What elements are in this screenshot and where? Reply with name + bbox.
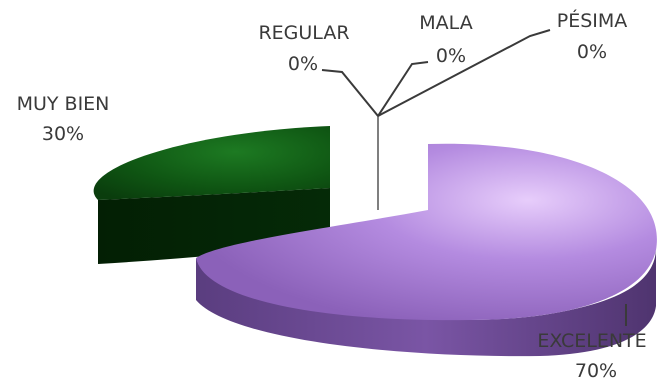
label-regular-category: REGULAR [258, 22, 349, 44]
label-muy-bien-percent: 30% [42, 123, 84, 145]
slice-excelente [196, 143, 657, 357]
label-excelente-percent: 70% [575, 360, 617, 382]
label-muy-bien-category: MUY BIEN [17, 93, 110, 115]
leader-line-mala [377, 61, 429, 117]
label-pesima-percent: 0% [577, 41, 607, 63]
slice-excelente-side [196, 250, 656, 357]
labels: REGULAR 0% MALA 0% PÉSIMA 0% MUY BIEN 30… [17, 9, 647, 382]
slice-muy-bien-top [93, 126, 330, 200]
label-excelente-category: EXCELENTE [537, 330, 646, 352]
leader-lines [321, 29, 627, 326]
leader-line-regular [321, 69, 379, 117]
label-mala-percent: 0% [436, 45, 466, 67]
label-regular-percent: 0% [288, 53, 318, 75]
slice-excelente-top [196, 143, 657, 321]
leader-line-pesima [377, 29, 551, 117]
label-pesima-category: PÉSIMA [557, 9, 628, 32]
label-mala-category: MALA [419, 12, 472, 34]
